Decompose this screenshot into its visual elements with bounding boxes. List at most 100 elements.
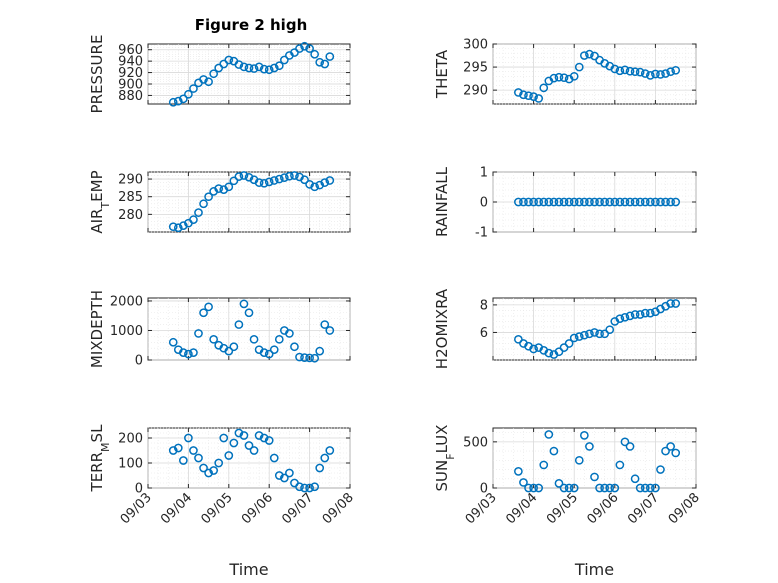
data-point: [305, 353, 314, 363]
series-markers: [168, 41, 335, 107]
data-point: [610, 483, 620, 493]
data-point: [529, 197, 538, 207]
data-point: [580, 330, 589, 340]
data-point: [310, 182, 319, 192]
series-markers: [514, 49, 681, 103]
data-point: [259, 64, 269, 74]
data-point: [249, 446, 259, 455]
data-point: [529, 344, 538, 354]
y-tick-label: 285: [118, 190, 143, 205]
data-point: [310, 49, 319, 59]
data-point: [184, 349, 193, 359]
y-axis-label: THETA: [433, 49, 451, 99]
data-point: [580, 431, 589, 440]
y-tick-label: 940: [118, 55, 143, 70]
data-point: [219, 433, 229, 443]
data-point: [671, 65, 681, 75]
data-point: [524, 197, 533, 207]
data-point: [224, 182, 234, 192]
data-point: [264, 177, 274, 187]
data-point: [209, 69, 218, 79]
data-point: [310, 482, 319, 492]
y-tick-label: 1000: [110, 324, 143, 339]
data-point: [635, 197, 645, 207]
data-point: [544, 348, 554, 358]
data-point: [290, 342, 299, 352]
data-point: [290, 171, 299, 180]
data-point: [630, 474, 640, 484]
y-tick-label: 1: [480, 166, 488, 181]
data-point: [529, 92, 538, 101]
y-tick-label: 290: [118, 173, 143, 188]
data-point: [671, 299, 681, 308]
data-point: [645, 483, 655, 493]
data-point: [569, 483, 579, 493]
data-point: [234, 172, 244, 181]
x-tick-label: 09/04: [503, 490, 540, 527]
data-point: [234, 320, 244, 329]
data-point: [640, 69, 650, 78]
data-point: [666, 197, 675, 207]
x-tick-label: 09/07: [279, 490, 316, 527]
data-point: [189, 215, 198, 224]
data-point: [204, 192, 213, 202]
x-tick-label: 09/05: [544, 490, 581, 527]
data-point: [249, 334, 259, 344]
data-point: [239, 299, 249, 309]
data-point: [269, 345, 279, 355]
data-point: [549, 73, 559, 83]
data-point: [189, 446, 198, 455]
data-point: [595, 483, 604, 493]
y-tick-label: -1: [475, 226, 488, 241]
data-point: [244, 172, 254, 182]
data-point: [239, 62, 249, 72]
data-point: [615, 197, 625, 207]
data-point: [300, 483, 309, 493]
data-point: [179, 221, 188, 230]
x-axis-label: Time: [228, 560, 268, 579]
y-tick-label: 0: [135, 354, 143, 369]
data-point: [168, 337, 178, 347]
data-point: [179, 348, 188, 357]
data-point: [259, 433, 269, 443]
data-point: [168, 222, 178, 232]
data-point: [559, 343, 569, 352]
data-point: [620, 65, 630, 75]
data-point: [234, 60, 244, 69]
data-point: [320, 453, 330, 463]
data-point: [610, 197, 620, 207]
series-markers: [168, 171, 335, 233]
data-point: [574, 455, 584, 465]
data-point: [514, 334, 523, 344]
data-point: [300, 353, 309, 362]
data-point: [264, 436, 274, 445]
data-point: [534, 94, 544, 103]
data-point: [315, 463, 325, 473]
data-point: [204, 302, 213, 312]
y-tick-label: 920: [118, 66, 143, 81]
data-point: [194, 208, 203, 217]
data-point: [274, 61, 284, 71]
data-point: [651, 483, 660, 493]
data-point: [249, 64, 259, 73]
data-point: [630, 310, 640, 319]
subplot-rainfall: -1 0 1 RAINFALL: [433, 166, 697, 241]
data-point: [524, 483, 533, 493]
data-point: [544, 430, 554, 439]
data-point: [173, 443, 183, 453]
data-point: [524, 91, 533, 101]
data-point: [640, 483, 650, 493]
data-point: [239, 431, 249, 440]
data-point: [574, 332, 584, 341]
data-point: [189, 348, 198, 357]
y-tick-label: 280: [118, 208, 143, 223]
data-point: [285, 468, 294, 478]
data-point: [199, 199, 208, 209]
data-point: [635, 483, 645, 493]
data-point: [635, 67, 645, 77]
data-point: [209, 334, 218, 344]
data-point: [656, 197, 665, 207]
data-point: [194, 453, 203, 463]
figure-title: Figure 2 high: [195, 16, 308, 34]
